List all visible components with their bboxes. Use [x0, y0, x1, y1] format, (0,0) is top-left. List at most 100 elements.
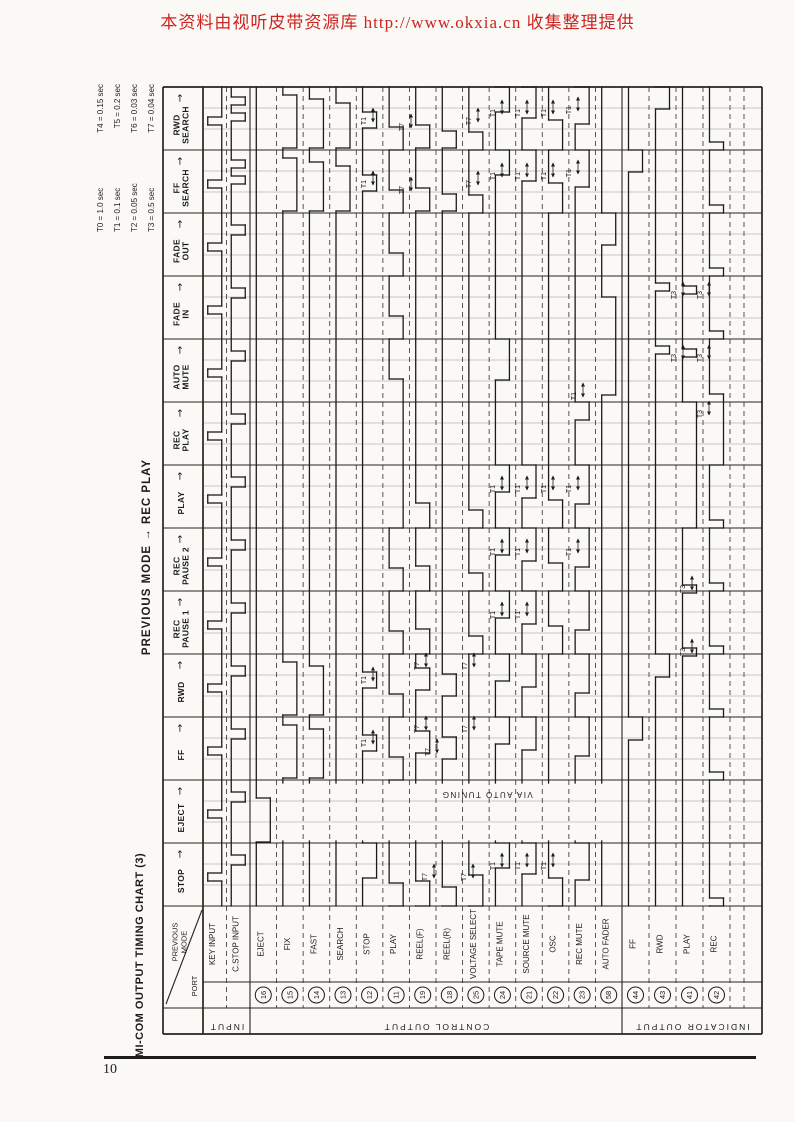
mode-label: AUTOMUTE [172, 364, 191, 389]
signal-label: RWD [656, 934, 665, 953]
port-number: 44 [631, 991, 640, 999]
annotation-label: T3 [671, 291, 678, 299]
annotation-label: T7 [414, 725, 421, 733]
annotation-label: T1 [515, 548, 522, 556]
annotation-label: T7 [461, 873, 468, 881]
corner-diagonal [165, 909, 203, 1005]
annotation-label: T7 [399, 123, 406, 131]
mode-arrow-icon: → [175, 661, 186, 669]
mode-label: PLAY [176, 491, 186, 514]
annotation-label: T1 [541, 109, 548, 117]
mode-arrow-icon: → [175, 598, 186, 606]
port-number: 22 [551, 991, 560, 999]
port-number: 41 [685, 991, 694, 999]
legend-line: T2 = 0.05 sec T6 = 0.03 sec [130, 84, 139, 232]
mode-label: STOP [176, 869, 186, 893]
port-number-circle [573, 986, 591, 1004]
annotation-label: T7 [462, 662, 469, 670]
annotation-label: T1 [566, 106, 573, 114]
signal-label: STOP [363, 933, 372, 955]
annotation-label: T1 [490, 172, 497, 180]
mode-arrow-icon: → [175, 283, 186, 291]
mode-label: FFSEARCH [172, 169, 191, 207]
signal-label: TAPE MUTE [495, 921, 504, 966]
port-number: 11 [392, 991, 401, 999]
group-label: INPUT [209, 1022, 245, 1032]
annotation-label: T3 [697, 291, 704, 299]
timing-constants-legend: T0 = 1.0 sec T4 = 0.15 sec T1 = 0.1 sec T5 … [96, 84, 156, 232]
mode-arrow-icon: → [175, 724, 186, 732]
mode-arrow-icon: → [175, 157, 186, 165]
annotation-label: T1 [566, 169, 573, 177]
annotation-label: T1 [361, 117, 368, 125]
page-number: 10 [103, 1062, 117, 1077]
footer-rule [104, 1056, 756, 1059]
signal-label: VOLTAGE SELECT [469, 909, 478, 979]
annotation-label: T7 [414, 662, 421, 670]
port-number-circle [387, 986, 405, 1004]
port-number-circle [361, 986, 379, 1004]
annotation-label: T3 [671, 354, 678, 362]
port-number-circle [467, 986, 485, 1004]
signal-label: REC MUTE [575, 923, 584, 965]
annotation-label: T1 [515, 862, 522, 870]
signal-label: AUTO FADER [602, 918, 611, 969]
port-number: 15 [285, 991, 294, 999]
signal-label: FIX [283, 937, 292, 950]
port-number: 24 [498, 991, 507, 999]
port-number: 13 [339, 991, 348, 999]
annotation-label: T7 [425, 748, 432, 756]
annotation-label: T1 [541, 172, 548, 180]
mode-label: RECPAUSE 2 [172, 547, 191, 585]
port-number: 43 [658, 991, 667, 999]
annotation-label: T7 [462, 725, 469, 733]
mode-label: RWD [176, 681, 186, 702]
corner-previous-mode-label: PREVIOUSMODE [171, 923, 189, 962]
annotation-label: T1 [490, 862, 497, 870]
mode-label: FADEIN [172, 302, 191, 326]
port-number-circle [547, 986, 565, 1004]
chart-title: MI-COM OUTPUT TIMING CHART (3) [134, 852, 146, 1058]
signal-label: REEL(R) [442, 928, 451, 960]
port-number-circle [307, 986, 325, 1004]
port-number-circle [654, 986, 671, 1004]
mode-arrow-icon: → [175, 787, 186, 795]
port-number: 19 [418, 991, 427, 999]
legend-line: T3 = 0.5 sec T7 = 0.04 sec [147, 84, 156, 232]
signal-label: REEL(F) [416, 928, 425, 959]
annotation-label: T1 [566, 485, 573, 493]
annotation-label: T1 [541, 862, 548, 870]
port-number-circle [600, 986, 618, 1004]
legend-line: T0 = 1.0 sec T4 = 0.15 sec [96, 84, 105, 232]
mode-label: RWDSEARCH [172, 106, 191, 144]
mode-arrow-icon: → [175, 472, 186, 480]
signal-label: C.STOP INPUT [231, 916, 240, 972]
mode-label: FADEOUT [172, 239, 191, 263]
signal-label: SEARCH [336, 927, 345, 961]
annotation-label: T1 [571, 392, 578, 400]
port-number: 12 [365, 991, 374, 999]
port-number-circle [440, 986, 458, 1004]
mode-arrow-icon: → [175, 94, 186, 102]
mode-arrow-icon: → [175, 850, 186, 858]
chart-subtitle: PREVIOUS MODE → REC PLAY [141, 458, 153, 656]
auto-tuning-note: VIA AUTO TUNING [441, 790, 533, 799]
signal-label: SOURCE MUTE [522, 914, 531, 973]
port-number-circle [334, 986, 352, 1004]
page-header-text: 本资料由视听皮带资源库 http://www.okxia.cn 收集整理提供 [160, 13, 635, 32]
annotation-label: T1 [361, 676, 368, 684]
annotation-label: T1 [490, 548, 497, 556]
annotation-label: T3 [697, 354, 704, 362]
port-number-circle [627, 986, 644, 1004]
signal-label: REC [710, 935, 719, 952]
signal-label: PLAY [389, 933, 398, 954]
signal-label: KEY INPUT [208, 923, 217, 965]
annotation-label: T1 [490, 485, 497, 493]
group-label: INDICATOR OUTPUT [634, 1022, 749, 1032]
port-number-circle [254, 986, 272, 1004]
annotation-label: T1 [541, 485, 548, 493]
mode-arrow-icon: → [175, 535, 186, 543]
annotation-label: T1 [490, 109, 497, 117]
